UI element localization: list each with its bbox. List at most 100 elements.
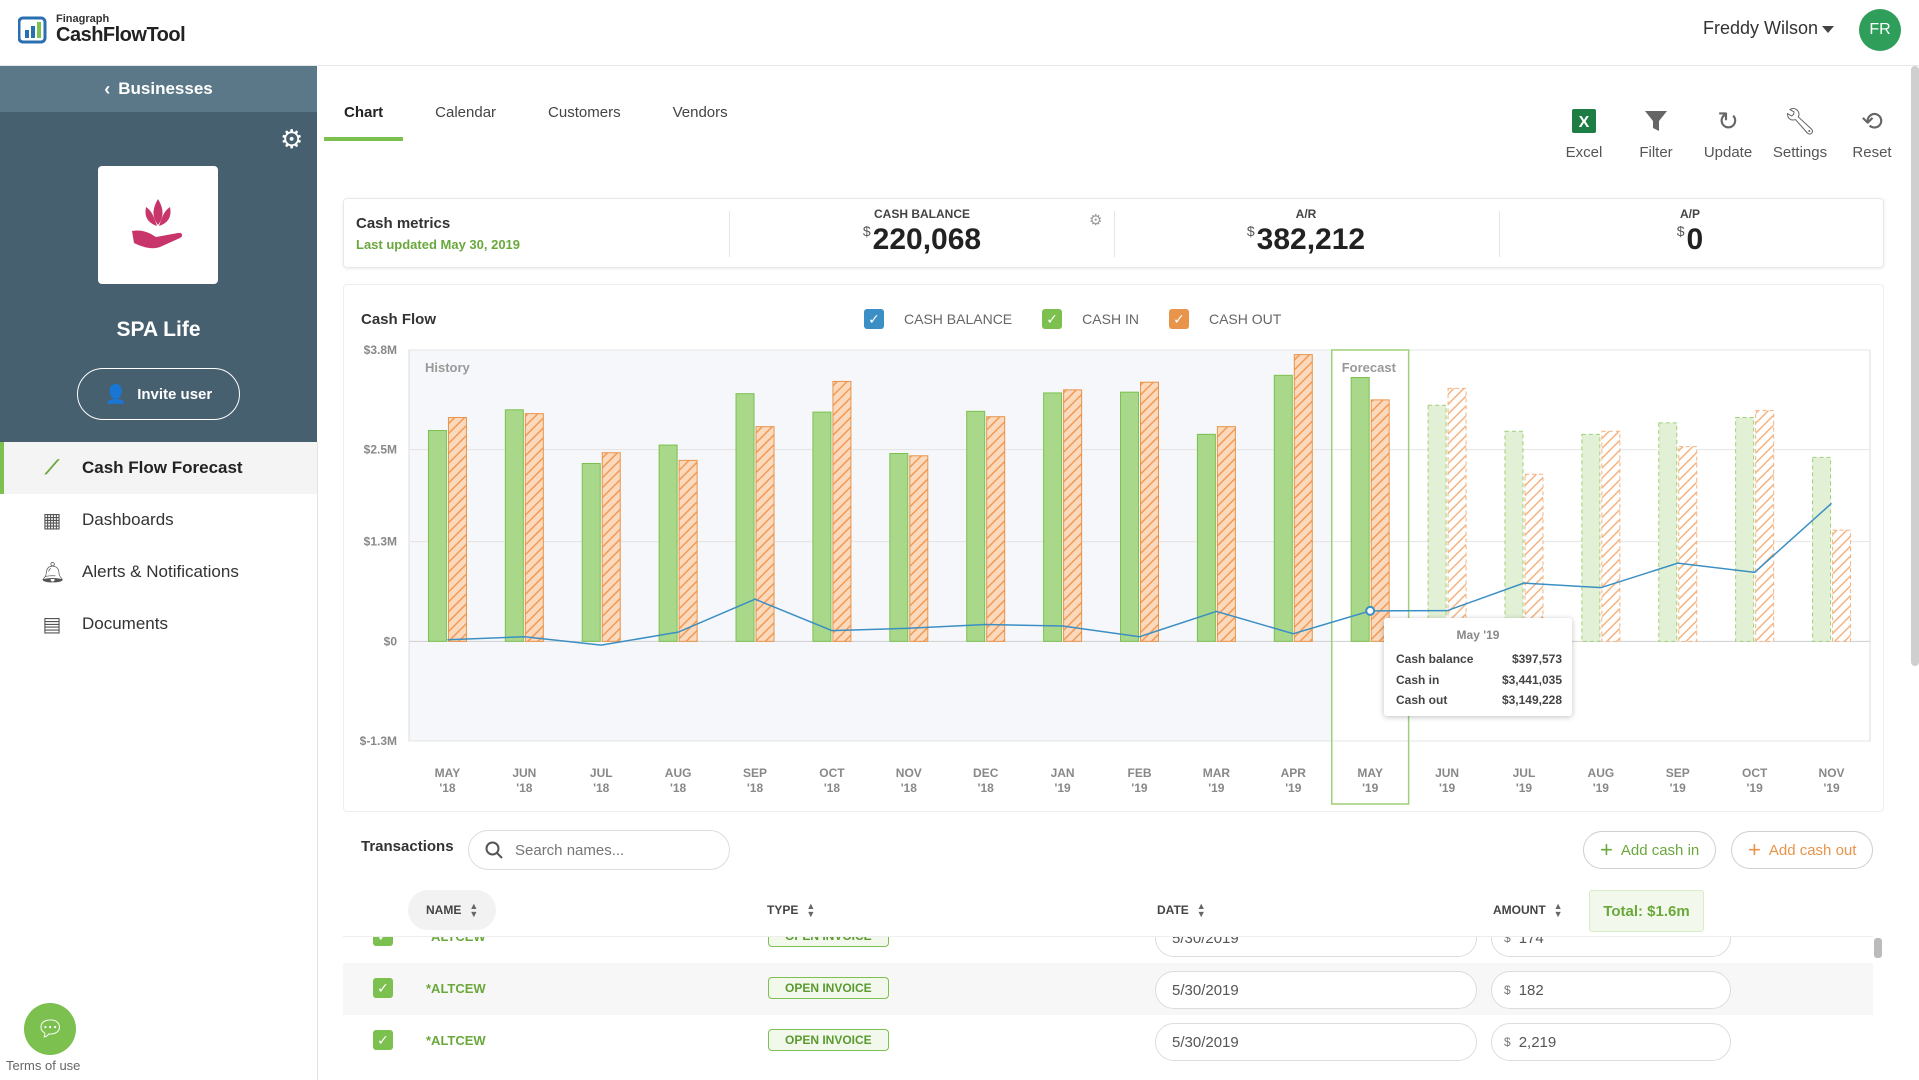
gear-icon[interactable]: ⚙ — [1089, 212, 1103, 229]
x-tick-label-year: '19 — [1285, 781, 1302, 795]
sidebar-item-label: Alerts & Notifications — [82, 562, 239, 581]
search-box[interactable] — [468, 830, 730, 870]
row-amount: 182 — [1518, 981, 1544, 999]
row-amount-input[interactable]: $174 — [1491, 937, 1731, 957]
table-scrollbar[interactable] — [1874, 938, 1882, 958]
legend-cash-out[interactable]: ✓ CASH OUT — [1168, 309, 1281, 329]
cash-out-bar — [1140, 381, 1159, 642]
history-region — [409, 350, 1332, 741]
x-tick-label-year: '19 — [1670, 781, 1687, 795]
user-menu[interactable]: Freddy Wilson — [1703, 18, 1819, 38]
table-header: NAME ▲ ▼ TYPE ▲ ▼ DATE ▲ ▼ AMOUNT ▲ ▼ Total: $1.… — [343, 884, 1884, 936]
row-checkbox[interactable]: ✓ — [373, 978, 393, 998]
column-date[interactable]: DATE ▲ ▼ — [1157, 901, 1206, 919]
chevron-left-icon: ‹ — [104, 78, 111, 99]
tab-customers[interactable]: Customers — [548, 104, 621, 121]
app-logo[interactable]: Finagraph CashFlowTool — [18, 14, 186, 45]
column-name[interactable]: NAME ▲ ▼ — [408, 890, 497, 930]
cash-out-bar — [832, 380, 852, 642]
tooltip-row: Cash in $3,441,035 — [1396, 673, 1562, 687]
row-name[interactable]: *ALTCEW — [426, 981, 486, 996]
row-name[interactable]: *ALTCEW — [426, 936, 486, 944]
currency-symbol: $ — [1676, 223, 1685, 239]
cash-out-bar — [447, 416, 467, 642]
table-row[interactable]: ✓ *ALTCEW OPEN INVOICE 5/30/2019 $174 — [343, 936, 1873, 963]
sort-icon: ▲ ▼ — [1196, 901, 1206, 919]
row-amount-input[interactable]: $182 — [1491, 971, 1731, 1009]
row-name[interactable]: *ALTCEW — [426, 1033, 486, 1048]
chart-bars — [427, 354, 1852, 642]
x-tick-label-month: NOV — [896, 766, 922, 780]
legend-cash-balance[interactable]: ✓ CASH BALANCE — [864, 309, 1012, 329]
row-checkbox[interactable]: ✓ — [373, 937, 393, 946]
sidebar-item-alerts[interactable]: 🔔︎ Alerts & Notifications — [0, 546, 317, 598]
invite-user-button[interactable]: 👤 Invite user — [77, 368, 240, 420]
y-tick-label: $0 — [384, 634, 398, 648]
history-label: History — [425, 360, 471, 375]
tab-vendors[interactable]: Vendors — [672, 104, 728, 121]
business-panel: ‹ Businesses ⚙ SPA Life 👤 Invite user — [0, 66, 317, 442]
table-row[interactable]: ✓ *ALTCEW OPEN INVOICE 5/30/2019 $2,219 — [343, 1015, 1873, 1067]
checkbox-icon[interactable]: ✓ — [1042, 309, 1063, 329]
metrics-updated: Last updated May 30, 2019 — [356, 237, 521, 252]
page-scrollbar[interactable] — [1911, 66, 1919, 666]
tooltip-label: Cash balance — [1396, 652, 1474, 666]
column-amount[interactable]: AMOUNT ▲ ▼ — [1493, 902, 1563, 919]
x-tick-label-month: SEP — [743, 766, 767, 780]
update-button[interactable]: ↻ Update — [1692, 104, 1764, 162]
excel-button[interactable]: X Excel — [1548, 104, 1620, 161]
cash-flow-chart[interactable]: $3.8M $2.5M $1.3M $0 $-1.3M History Forecast MA… — [0, 0, 1919, 820]
document-icon: ▤ — [42, 613, 62, 636]
y-tick-label: $3.8M — [364, 343, 397, 357]
legend-label: CASH BALANCE — [904, 311, 1013, 327]
search-input[interactable] — [515, 841, 715, 859]
terms-link[interactable]: Terms of use — [6, 1058, 81, 1073]
column-type[interactable]: TYPE ▲ ▼ — [767, 901, 816, 919]
x-tick-label-month: AUG — [1588, 766, 1615, 780]
sidebar-nav: ⟋ Cash Flow Forecast ▦ Dashboards 🔔︎ Ale… — [0, 442, 317, 650]
avatar[interactable]: FR — [1859, 9, 1901, 51]
sort-icon: ▲ ▼ — [469, 901, 479, 919]
back-to-businesses[interactable]: ‹ Businesses — [0, 66, 317, 112]
chat-icon[interactable]: 💬︎ — [24, 1003, 76, 1055]
filter-label: Filter — [1639, 144, 1673, 161]
forecast-label: Forecast — [1342, 360, 1397, 375]
x-tick-label-month: DEC — [973, 766, 999, 780]
row-date-input[interactable]: 5/30/2019 — [1155, 971, 1477, 1009]
gear-icon[interactable]: ⚙ — [280, 124, 304, 154]
cash-in-bar — [889, 453, 909, 642]
row-date-input[interactable]: 5/30/2019 — [1155, 1023, 1477, 1061]
chevron-down-icon[interactable] — [1822, 26, 1834, 33]
filter-button[interactable]: Filter — [1620, 104, 1692, 161]
legend-cash-in[interactable]: ✓ CASH IN — [1042, 309, 1139, 329]
settings-button[interactable]: 🔧︎ Settings — [1764, 104, 1836, 162]
cash-in-bar — [1812, 456, 1832, 642]
add-cash-in-button[interactable]: + Add cash in — [1583, 831, 1717, 869]
sort-icon: ▲ ▼ — [806, 901, 816, 919]
cash-out-bar — [601, 452, 621, 642]
y-tick-label: $2.5M — [364, 443, 397, 457]
view-tabs: Chart Calendar Customers Vendors — [323, 104, 780, 141]
x-tick-label-month: SEP — [1666, 766, 1690, 780]
reset-button[interactable]: ⟲ Reset — [1836, 104, 1908, 162]
sidebar-item-documents[interactable]: ▤ Documents — [0, 598, 317, 650]
row-amount: 2,219 — [1518, 1033, 1557, 1051]
tab-chart[interactable]: Chart — [323, 104, 404, 141]
cash-out-bar — [1370, 399, 1390, 642]
add-cash-out-button[interactable]: + Add cash out — [1731, 831, 1874, 869]
row-amount-input[interactable]: $2,219 — [1491, 1023, 1731, 1061]
x-tick-label-month: MAY — [435, 766, 461, 780]
checkbox-icon[interactable]: ✓ — [1168, 309, 1189, 329]
tab-calendar[interactable]: Calendar — [435, 104, 497, 121]
top-bar: Finagraph CashFlowTool Freddy Wilson FR — [0, 0, 1919, 66]
sidebar-item-dashboards[interactable]: ▦ Dashboards — [0, 494, 317, 546]
row-date-input[interactable]: 5/30/2019 — [1155, 937, 1477, 957]
settings-label: Settings — [1772, 144, 1828, 161]
cash-in-bar — [1658, 422, 1678, 642]
plus-icon: + — [1748, 837, 1761, 862]
table-row[interactable]: ✓ *ALTCEW OPEN INVOICE 5/30/2019 $182 — [343, 963, 1873, 1015]
row-checkbox[interactable]: ✓ — [373, 1030, 393, 1050]
sidebar-item-cash-flow-forecast[interactable]: ⟋ Cash Flow Forecast — [0, 442, 317, 494]
checkbox-icon[interactable]: ✓ — [864, 309, 884, 329]
x-tick-label-year: '18 — [516, 781, 533, 795]
